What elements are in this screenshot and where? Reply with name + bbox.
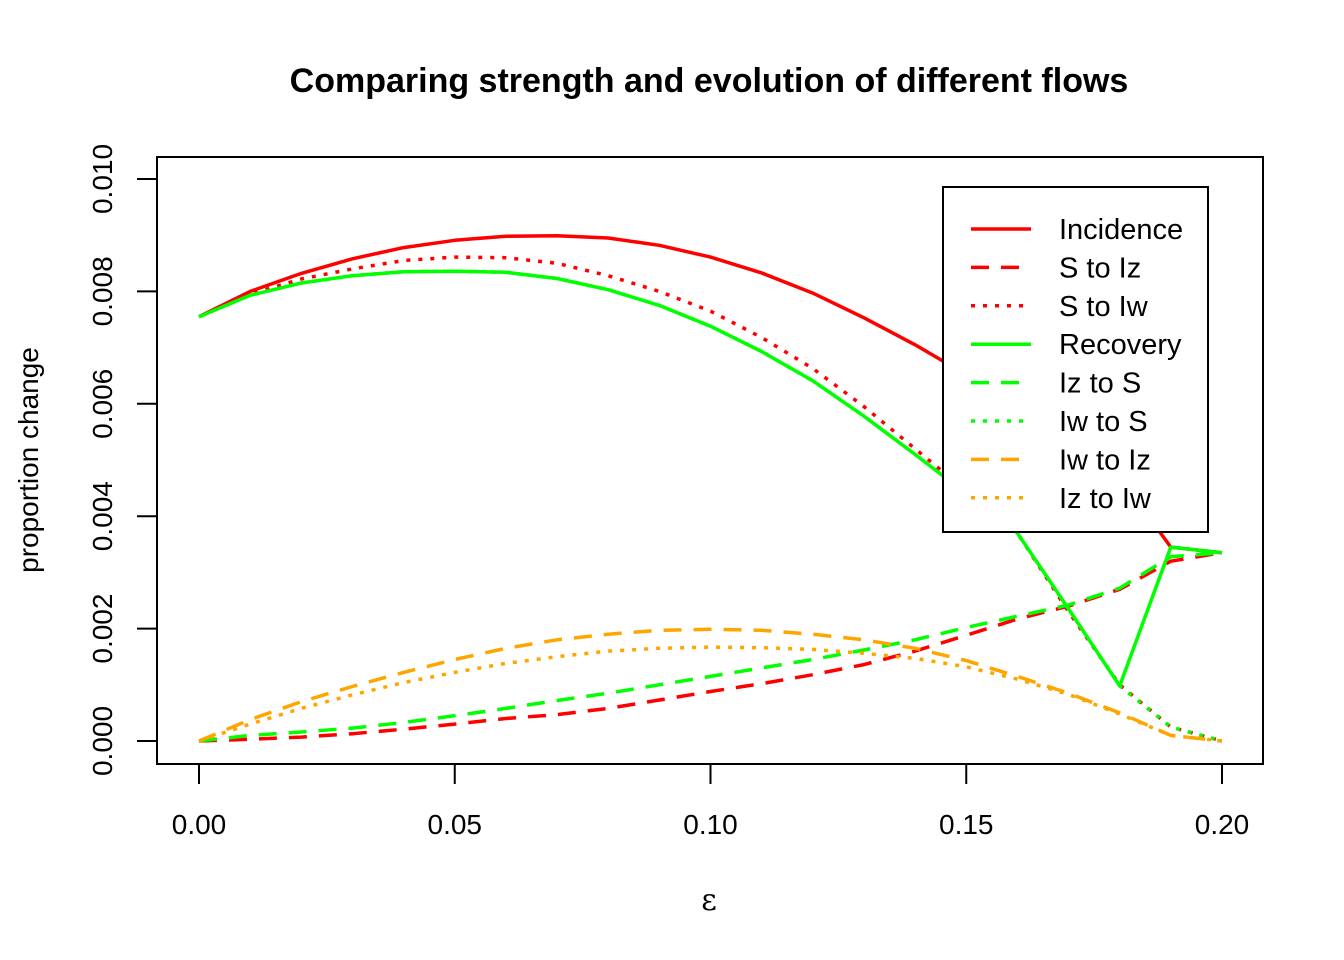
- series-line-iz-to-iw: [198, 645, 1223, 743]
- legend-label: S to Iz: [1059, 252, 1141, 284]
- series-line-s-to-iw: [198, 255, 1223, 743]
- series-line-iz-to-s: [198, 550, 1223, 743]
- y-tick-label: 0.000: [87, 706, 118, 776]
- y-tick-label: 0.010: [87, 144, 118, 214]
- series-line-iw-to-iz: [198, 627, 1223, 743]
- legend-label: Incidence: [1059, 214, 1183, 246]
- legend-label: Iw to Iz: [1059, 444, 1151, 476]
- y-tick-label: 0.006: [87, 369, 118, 439]
- legend-label: Iz to S: [1059, 368, 1141, 400]
- legend-box: [942, 186, 1209, 533]
- y-axis-label: proportion change: [13, 347, 44, 573]
- legend-label: Recovery: [1059, 329, 1182, 361]
- x-axis-label: ε: [701, 883, 717, 918]
- series-line-recovery: [198, 269, 1223, 688]
- legend-label: Iw to S: [1059, 406, 1148, 438]
- y-tick-label: 0.004: [87, 481, 118, 551]
- legend-label: Iz to Iw: [1059, 483, 1152, 515]
- y-axis: 0.000 0.002 0.004 0.006 0.008 0.010: [87, 144, 158, 776]
- chart-title: Comparing strength and evolution of diff…: [290, 62, 1129, 100]
- legend: Incidence S to Iz S to Iw Recovery Iz to S Iw…: [942, 186, 1209, 533]
- series-line-s-to-iz: [198, 550, 1223, 743]
- x-tick-label: 0.20: [1195, 809, 1250, 840]
- x-tick-label: 0.05: [428, 809, 483, 840]
- x-tick-label: 0.00: [172, 809, 227, 840]
- y-tick-label: 0.002: [87, 594, 118, 664]
- x-tick-label: 0.10: [683, 809, 738, 840]
- legend-label: S to Iw: [1059, 291, 1149, 323]
- x-axis: 0.00 0.05 0.10 0.15 0.20: [172, 763, 1250, 840]
- y-tick-label: 0.008: [87, 256, 118, 326]
- x-tick-label: 0.15: [939, 809, 994, 840]
